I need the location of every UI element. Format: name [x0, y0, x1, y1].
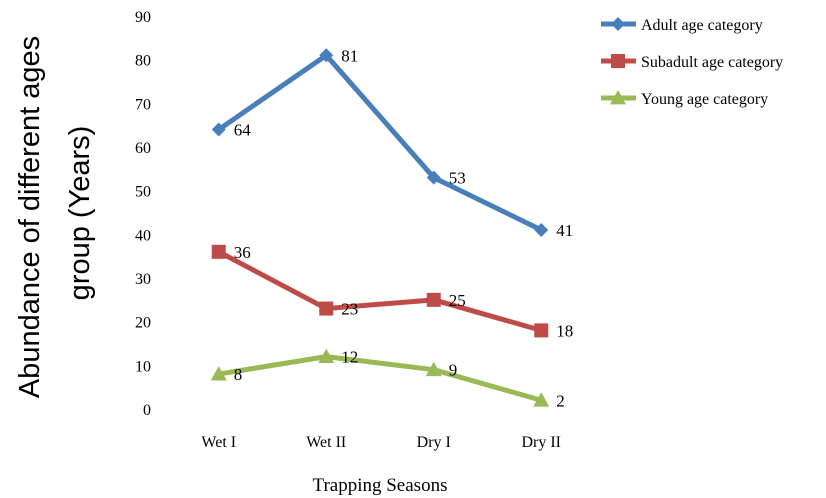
data-point	[210, 366, 227, 381]
legend-item: Young age category	[601, 90, 768, 108]
legend-marker	[611, 17, 625, 31]
data-point	[319, 48, 334, 63]
data-label: 12	[341, 348, 358, 367]
y-tick-label: 10	[135, 358, 151, 375]
data-point	[318, 348, 335, 363]
data-label: 41	[556, 221, 573, 240]
y-tick-label: 50	[135, 184, 151, 201]
series-1	[211, 48, 549, 237]
data-point	[425, 361, 442, 377]
x-tick-label: Dry II	[521, 434, 561, 451]
data-label: 64	[234, 121, 252, 140]
data-label: 81	[341, 46, 358, 65]
series-layer	[210, 48, 550, 407]
data-label: 2	[556, 391, 565, 410]
x-axis: Wet I Wet II Dry I Dry II	[201, 434, 561, 451]
x-tick-label: Wet II	[306, 434, 346, 451]
data-label: 9	[449, 361, 458, 380]
data-labels: 64 81 53 41 36 23 25 18 8 12 9 2	[234, 46, 574, 410]
data-label: 18	[556, 321, 573, 340]
x-tick-label: Dry I	[417, 434, 451, 451]
data-label: 25	[449, 291, 466, 310]
x-axis-title: Trapping Seasons	[313, 475, 448, 496]
series-line	[216, 354, 544, 403]
y-axis-title-line-1: Abundance of different ages	[14, 36, 46, 398]
legend: Adult age category Subadult age category Y…	[601, 17, 783, 108]
data-label: 36	[234, 243, 251, 262]
data-point	[211, 244, 226, 259]
data-label: 53	[449, 169, 466, 188]
y-tick-label: 0	[143, 402, 151, 419]
data-label: 23	[341, 300, 358, 319]
y-axis: 0 10 20 30 40 50 60 70 80 90	[135, 9, 151, 419]
legend-label: Young age category	[641, 91, 768, 108]
data-label: 8	[234, 365, 243, 384]
series-2	[211, 244, 549, 338]
y-tick-label: 20	[135, 315, 151, 332]
y-axis-title-line-2: group (Years)	[64, 126, 96, 301]
legend-label: Subadult age category	[641, 54, 783, 71]
data-point	[533, 392, 550, 407]
data-point	[211, 122, 226, 137]
legend-label: Adult age category	[641, 17, 763, 34]
y-tick-label: 90	[135, 9, 151, 26]
x-tick-label: Wet I	[201, 434, 236, 451]
y-tick-label: 80	[135, 53, 151, 70]
legend-item: Adult age category	[601, 17, 763, 34]
series-line	[216, 249, 544, 333]
series-line	[216, 52, 544, 233]
data-point	[319, 301, 334, 316]
legend-marker	[610, 90, 626, 105]
y-tick-label: 70	[135, 96, 151, 113]
data-point	[426, 292, 441, 307]
data-point	[426, 170, 441, 185]
legend-marker	[611, 54, 625, 68]
y-tick-label: 30	[135, 271, 151, 288]
data-point	[534, 222, 549, 237]
series-3	[210, 348, 550, 407]
data-point	[534, 323, 549, 338]
legend-item: Subadult age category	[601, 54, 783, 71]
y-tick-label: 60	[135, 140, 151, 157]
y-axis-title: Abundance of different ages group (Years…	[14, 28, 96, 398]
y-tick-label: 40	[135, 227, 151, 244]
